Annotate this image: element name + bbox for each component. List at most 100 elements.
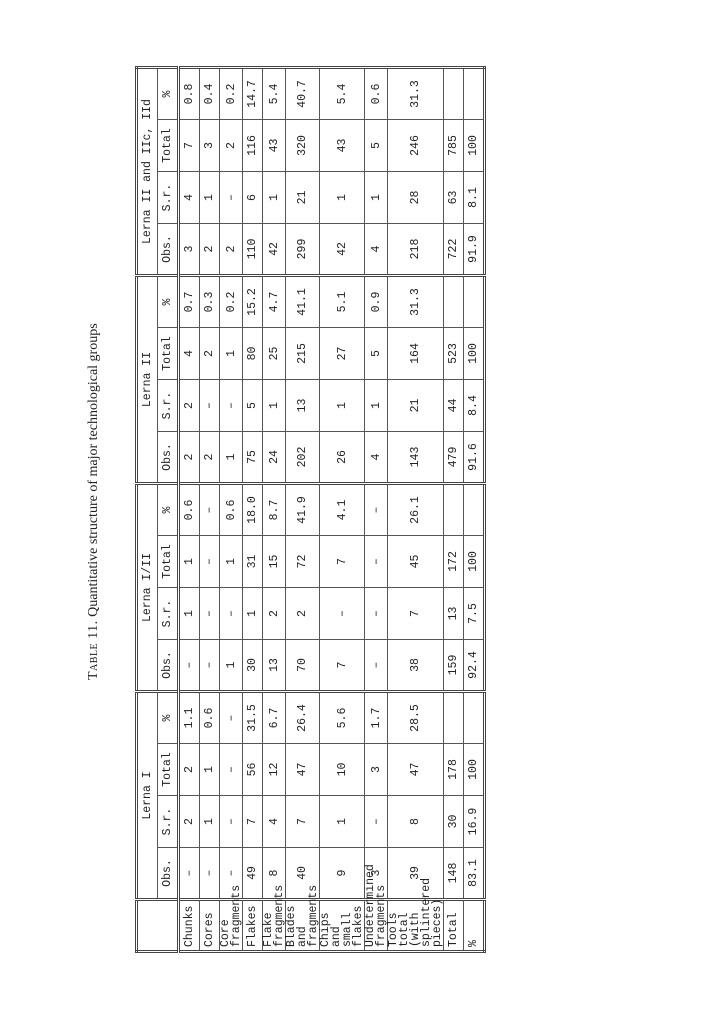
table-cell bbox=[463, 691, 485, 744]
table-cell: 0.6 bbox=[178, 483, 200, 536]
table-cell: – bbox=[199, 535, 220, 588]
table-cell: 0.2 bbox=[219, 67, 243, 120]
table-cell: 26.4 bbox=[285, 691, 320, 744]
table-cell: 2 bbox=[219, 119, 243, 172]
table-cell: 44 bbox=[443, 379, 464, 432]
row-label: Flakes bbox=[242, 899, 263, 952]
table-cell: 5.4 bbox=[262, 67, 286, 120]
table-row: % 83.1 16.9 100 92.4 7.5 100 91.6 8.4 100 91.9 8.1 1… bbox=[463, 67, 485, 952]
table-cell: 2 bbox=[178, 431, 200, 484]
table-cell: 0.4 bbox=[199, 67, 220, 120]
table-cell: 1 bbox=[319, 795, 365, 848]
table-cell: 8 bbox=[387, 795, 444, 848]
table-cell: 70 bbox=[285, 639, 320, 692]
table-cell: 7.5 bbox=[463, 587, 485, 640]
subheader: Total bbox=[157, 743, 179, 796]
table-caption: Table 11. Quantitative structure of majo… bbox=[86, 323, 102, 680]
table-cell: 3 bbox=[178, 223, 200, 276]
table-cell: 13 bbox=[285, 379, 320, 432]
table-cell: – bbox=[364, 795, 388, 848]
table-row: Blades and fragments 40 7 47 26.4 70 2 72 41.9 20… bbox=[285, 67, 320, 952]
table-cell: 1 bbox=[219, 327, 243, 380]
table-cell: 2 bbox=[178, 795, 200, 848]
table-cell: 92.4 bbox=[463, 639, 485, 692]
table-cell: 5 bbox=[242, 379, 263, 432]
table-cell: – bbox=[219, 379, 243, 432]
table-cell: 4 bbox=[364, 223, 388, 276]
table-cell: 523 bbox=[443, 327, 464, 380]
table-cell: 42 bbox=[319, 223, 365, 276]
row-label: Chunks bbox=[178, 899, 200, 952]
table-cell: 143 bbox=[387, 431, 444, 484]
table-cell: – bbox=[199, 847, 220, 900]
table-cell: 1 bbox=[219, 639, 243, 692]
subheader: S.r. bbox=[157, 795, 179, 848]
table-cell: 43 bbox=[262, 119, 286, 172]
rotated-table-container: Lerna I Lerna I/II Lerna II Lerna II and II… bbox=[135, 66, 486, 953]
table-cell: 30 bbox=[443, 795, 464, 848]
table-cell: 14.7 bbox=[242, 67, 263, 120]
table-row: Core fragments – – – –1–1 0.6 1–1 0.2 2–2 0.2 bbox=[219, 67, 243, 952]
table-row: Flakes 49 7 56 31.5 30 1 31 18.0 75 5 80 15.2 110 6 116… bbox=[242, 67, 263, 952]
table-cell: 785 bbox=[443, 119, 464, 172]
table-cell: 148 bbox=[443, 847, 464, 900]
row-label: Tools total (with splintered pieces) bbox=[387, 878, 444, 952]
table-cell: 10 bbox=[319, 743, 365, 796]
table-cell: 2 bbox=[219, 223, 243, 276]
table-cell: – bbox=[364, 639, 388, 692]
row-label: % bbox=[463, 899, 485, 952]
table-cell: 5.4 bbox=[319, 67, 365, 120]
table-cell: – bbox=[178, 847, 200, 900]
table-cell: 56 bbox=[242, 743, 263, 796]
subheader: Obs. bbox=[157, 847, 179, 900]
table-cell: 2 bbox=[178, 379, 200, 432]
table-cell: 0.8 bbox=[178, 67, 200, 120]
table-cell: 25 bbox=[262, 327, 286, 380]
table-cell: 38 bbox=[387, 639, 444, 692]
table-cell: 172 bbox=[443, 535, 464, 588]
table-row: Undetermined fragments 3–3 1.7– – – –4 1 5 0.9 4 1… bbox=[364, 67, 388, 952]
row-label: Core fragments bbox=[219, 885, 243, 952]
group-header-row: Lerna I Lerna I/II Lerna II Lerna II and II… bbox=[136, 67, 179, 952]
table-cell: 91.6 bbox=[463, 431, 485, 484]
table-cell: 246 bbox=[387, 119, 444, 172]
table-cell: 218 bbox=[387, 223, 444, 276]
table-cell: 1 bbox=[242, 587, 263, 640]
table-cell: 0.6 bbox=[219, 483, 243, 536]
table-cell: 722 bbox=[443, 223, 464, 276]
table-cell: 1 bbox=[319, 379, 365, 432]
table-cell: 479 bbox=[443, 431, 464, 484]
group-header: Lerna II bbox=[136, 275, 158, 484]
table-cell: 47 bbox=[285, 743, 320, 796]
table-cell: 43 bbox=[319, 119, 365, 172]
table-cell: 0.2 bbox=[219, 275, 243, 328]
table-cell: 21 bbox=[387, 379, 444, 432]
table-cell: 0.6 bbox=[364, 67, 388, 120]
table-cell: 7 bbox=[319, 639, 365, 692]
table-cell: 3 bbox=[364, 743, 388, 796]
subheader-row: Obs. S.r. Total% Obs. S.r. Total% Obs. S.r. Tota… bbox=[157, 67, 179, 952]
table-cell: 202 bbox=[285, 431, 320, 484]
table-cell: 1 bbox=[364, 171, 388, 224]
table-cell: 15.2 bbox=[242, 275, 263, 328]
table-cell: 12 bbox=[262, 743, 286, 796]
corner-header bbox=[136, 899, 179, 952]
table-cell: 1 bbox=[262, 171, 286, 224]
table-cell: 215 bbox=[285, 327, 320, 380]
table-cell: 30 bbox=[242, 639, 263, 692]
table-cell: 1 bbox=[199, 171, 220, 224]
table-cell: – bbox=[199, 639, 220, 692]
table-cell: 4 bbox=[178, 327, 200, 380]
row-label: Chips and small flakes bbox=[319, 899, 365, 952]
table-cell: 1.1 bbox=[178, 691, 200, 744]
table-cell: – bbox=[364, 587, 388, 640]
table-cell: 39 bbox=[387, 847, 444, 900]
table-cell: – bbox=[219, 743, 243, 796]
table-cell: 178 bbox=[443, 743, 464, 796]
table-cell: 4 bbox=[262, 795, 286, 848]
table-cell bbox=[463, 483, 485, 536]
table-cell: 116 bbox=[242, 119, 263, 172]
subheader: S.r. bbox=[157, 587, 179, 640]
table-cell: 31 bbox=[242, 535, 263, 588]
subheader: S.r. bbox=[157, 171, 179, 224]
